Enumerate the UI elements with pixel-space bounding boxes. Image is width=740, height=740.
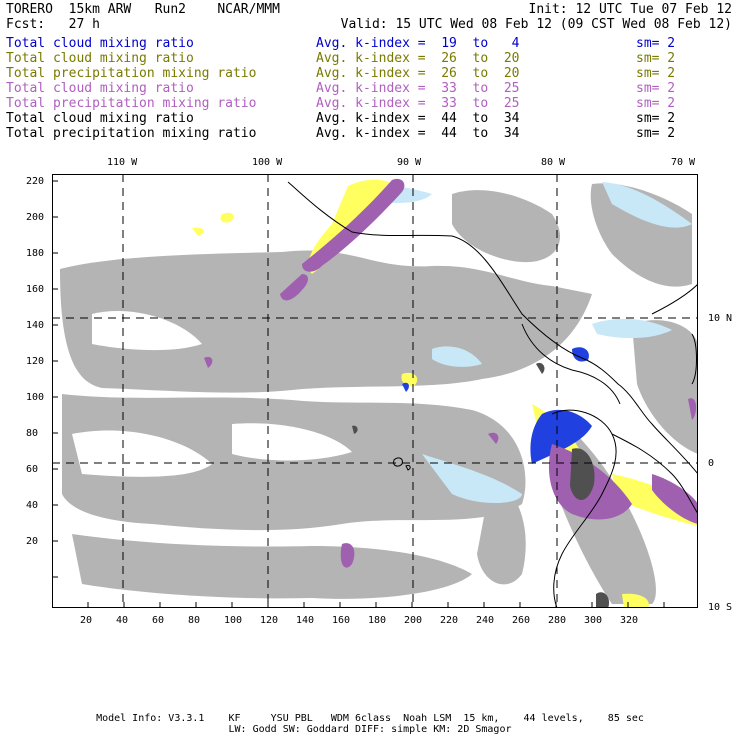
legend-field: Total precipitation mixing ratio (6, 126, 257, 141)
legend-row: Total cloud mixing ratio Avg. k-index = 2… (6, 51, 726, 66)
y-tick-label: 220 (26, 176, 45, 187)
x-tick-label: 80 (188, 615, 201, 626)
header-fcst: Fcst: 27 h (6, 17, 100, 32)
legend-row: Total precipitation mixing ratio Avg. k-i… (6, 66, 726, 81)
header-valid: Valid: 15 UTC Wed 08 Feb 12 (09 CST Wed … (340, 17, 732, 32)
top-longitude-label: 110 W (107, 157, 138, 168)
x-tick-label: 320 (620, 615, 639, 626)
legend-row: Total cloud mixing ratio Avg. k-index = 4… (6, 111, 726, 126)
dark-precip-cores (352, 362, 610, 608)
isthmus-coast (521, 323, 621, 405)
legend-row: Total precipitation mixing ratio Avg. k-i… (6, 126, 726, 141)
blue-cloud (402, 347, 592, 464)
y-tick-label: 140 (26, 320, 45, 331)
right-latitude-label: 10 S (708, 602, 733, 613)
x-tick-label: 280 (548, 615, 567, 626)
legend-field: Total cloud mixing ratio (6, 81, 194, 96)
legend-row: Total precipitation mixing ratio Avg. k-i… (6, 96, 726, 111)
cloud-fields (60, 178, 698, 608)
legend-sm: sm= 2 (636, 36, 676, 51)
top-longitude-label: 80 W (541, 157, 566, 168)
header-init: Init: 12 UTC Tue 07 Feb 12 (528, 2, 733, 17)
legend-avg: Avg. k-index = 44 to 34 (316, 111, 520, 126)
legend-avg: Avg. k-index = 44 to 34 (316, 126, 520, 141)
right-latitude-label: 10 N (708, 313, 733, 324)
andes-border (611, 433, 698, 515)
legend-row: Total cloud mixing ratio Avg. k-index = 1… (6, 36, 726, 51)
legend-field: Total cloud mixing ratio (6, 111, 194, 126)
y-tick-label: 160 (26, 284, 45, 295)
central-america-coast (287, 181, 698, 475)
caribbean-coast (651, 283, 698, 315)
x-tick-label: 300 (584, 615, 603, 626)
x-tick-label: 240 (476, 615, 495, 626)
x-tick-label: 200 (404, 615, 423, 626)
legend-sm: sm= 2 (636, 51, 676, 66)
x-tick-label: 100 (224, 615, 243, 626)
legend-avg: Avg. k-index = 19 to 4 (316, 36, 520, 51)
legend-field: Total cloud mixing ratio (6, 51, 194, 66)
legend-row: Total cloud mixing ratio Avg. k-index = 3… (6, 81, 726, 96)
colombia-border (691, 333, 697, 385)
axis-ticks (52, 180, 665, 608)
legend-avg: Avg. k-index = 26 to 20 (316, 51, 520, 66)
footer-model-info: Model Info: V3.3.1 KF YSU PBL WDM 6class… (96, 713, 644, 724)
y-tick-label: 40 (26, 500, 39, 511)
x-tick-label: 160 (332, 615, 351, 626)
legend-field: Total precipitation mixing ratio (6, 96, 257, 111)
legend-field: Total precipitation mixing ratio (6, 66, 257, 81)
top-longitude-label: 100 W (252, 157, 283, 168)
clear-patches (72, 310, 352, 477)
graticule (52, 174, 698, 608)
x-tick-label: 40 (116, 615, 129, 626)
legend-avg: Avg. k-index = 33 to 25 (316, 96, 520, 111)
legend-sm: sm= 2 (636, 126, 676, 141)
footer-physics: LW: Godd SW: Goddard DIFF: simple KM: 2D… (228, 724, 512, 735)
purple-precip (204, 178, 698, 568)
legend-sm: sm= 2 (636, 66, 676, 81)
x-tick-label: 60 (152, 615, 165, 626)
top-longitude-label: 90 W (397, 157, 422, 168)
x-tick-label: 220 (440, 615, 459, 626)
legend-field: Total cloud mixing ratio (6, 36, 194, 51)
y-tick-label: 60 (26, 464, 39, 475)
y-tick-label: 120 (26, 356, 45, 367)
x-tick-label: 20 (80, 615, 93, 626)
y-tick-label: 20 (26, 536, 39, 547)
legend-avg: Avg. k-index = 26 to 20 (316, 66, 520, 81)
x-tick-label: 120 (260, 615, 279, 626)
top-longitude-label: 70 W (671, 157, 696, 168)
map-plot (52, 174, 698, 608)
y-tick-label: 80 (26, 428, 39, 439)
x-tick-label: 260 (512, 615, 531, 626)
legend-sm: sm= 2 (636, 111, 676, 126)
y-tick-label: 200 (26, 212, 45, 223)
galapagos-islands (393, 457, 411, 471)
x-tick-label: 180 (368, 615, 387, 626)
header-title: TORERO 15km ARW Run2 NCAR/MMM (6, 2, 280, 17)
legend-sm: sm= 2 (636, 81, 676, 96)
x-tick-label: 140 (296, 615, 315, 626)
legend-avg: Avg. k-index = 33 to 25 (316, 81, 520, 96)
map-frame (52, 174, 698, 608)
y-tick-label: 100 (26, 392, 45, 403)
y-tick-label: 180 (26, 248, 45, 259)
right-latitude-label: 0 (708, 458, 715, 469)
legend-sm: sm= 2 (636, 96, 676, 111)
